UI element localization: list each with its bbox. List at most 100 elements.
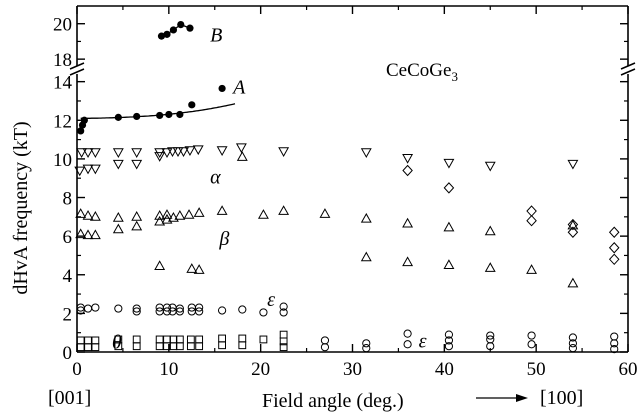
data-point-triangle-down [172,147,184,157]
data-point-triangle-down [360,148,372,158]
data-point-triangle-up [278,205,290,215]
data-point-open-circle [217,306,227,315]
data-point-triangle-down [484,161,496,172]
data-point-open-circle [175,307,184,316]
data-point-filled-circle [163,30,171,38]
data-point-open-square [259,335,268,344]
axis-break-mark-right [620,62,636,70]
data-point-triangle-up [443,259,455,270]
data-point-open-circle [403,329,412,338]
data-point-triangle-down [131,148,143,158]
data-point-diamond [608,241,620,254]
x-tick-label: 40 [435,359,454,380]
data-points [74,21,620,354]
x-end-direction-label: [100] [540,387,583,409]
data-point-open-circle [114,304,123,313]
data-point-triangle-down [112,148,124,158]
data-point-triangle-up [183,209,195,219]
y-tick-label: 2 [63,304,73,325]
data-point-filled-circle [80,116,88,124]
data-point-triangle-up [161,209,173,219]
axis-break-gap-right [620,66,636,74]
x-tick-label: 30 [343,359,362,380]
data-point-triangle-up [567,219,579,230]
data-point-diamond [443,182,455,194]
data-point-triangle-down [184,146,196,157]
data-point-open-circle [610,339,619,348]
data-point-filled-circle [165,110,173,119]
data-point-triangle-down [567,159,579,170]
data-point-triangle-up [75,228,87,239]
data-point-triangle-up [402,217,414,228]
data-point-open-square [279,330,288,339]
data-point-open-circle [527,340,536,349]
data-point-triangle-up [257,209,269,219]
data-point-triangle-up [216,205,228,215]
data-point-open-circle [362,344,371,353]
data-point-filled-circle [186,24,194,32]
data-point-triangle-up [131,220,143,231]
data-point-filled-circle [177,21,185,29]
data-point-triangle-down [131,159,143,170]
data-point-triangle-up [193,207,205,217]
x-tick-label: 10 [159,359,178,380]
data-point-open-circle [568,344,578,353]
data-point-open-circle [91,303,100,312]
data-point-filled-circle [156,111,164,120]
data-point-open-circle [486,331,495,340]
x-start-direction-label: [001] [48,387,91,409]
data-point-triangle-up [154,210,166,220]
axes-frame [69,5,636,353]
data-point-triangle-up [236,151,248,161]
x-tick-label: 20 [251,359,270,380]
data-point-triangle-up [82,229,94,240]
data-point-triangle-up [154,215,166,226]
data-point-triangle-up [567,277,579,288]
data-point-open-circle [195,307,204,316]
axis-break-mark-left [69,68,85,76]
data-point-open-circle [320,343,330,352]
axis-break-mark-left [69,62,85,70]
data-point-open-square [163,335,171,344]
data-point-open-square [186,335,195,344]
data-point-triangle-down [216,146,228,157]
data-point-triangle-down [82,148,94,158]
y-tick-label: 4 [63,266,73,287]
data-point-open-square [195,335,204,344]
data-point-open-circle [162,307,172,316]
data-point-triangle-up [89,211,101,221]
data-point-triangle-down [82,164,94,175]
data-point-open-square [218,341,226,350]
data-point-triangle-up [193,264,205,274]
branch-label: θ [112,331,122,353]
data-point-open-square [84,336,92,345]
data-point-triangle-up [75,208,87,218]
data-point-open-square [114,342,123,351]
data-point-triangle-up [131,211,143,221]
data-point-open-circle [486,342,495,351]
data-point-diamond [526,205,537,217]
data-point-open-square [155,335,164,344]
branch-label: A [231,76,246,98]
data-point-open-circle [83,304,93,313]
data-point-triangle-up [484,262,496,272]
data-point-open-circle [238,305,247,314]
data-point-filled-circle [218,84,226,93]
x-tick-label: 0 [72,359,82,380]
data-point-open-square [218,334,226,343]
data-point-triangle-up [484,225,496,236]
data-point-open-circle [610,332,619,341]
data-point-open-square [84,343,92,352]
data-point-triangle-up [186,263,198,273]
data-point-open-circle [568,333,578,342]
data-point-diamond [608,226,620,239]
data-point-open-circle [444,330,454,339]
data-point-open-circle [132,304,141,313]
y-tick-label: 20 [53,15,72,36]
data-point-open-circle [76,306,85,315]
data-point-open-circle [568,339,578,348]
branch-label: β [218,228,229,250]
data-point-open-square [175,342,184,351]
data-point-open-square [186,342,195,351]
